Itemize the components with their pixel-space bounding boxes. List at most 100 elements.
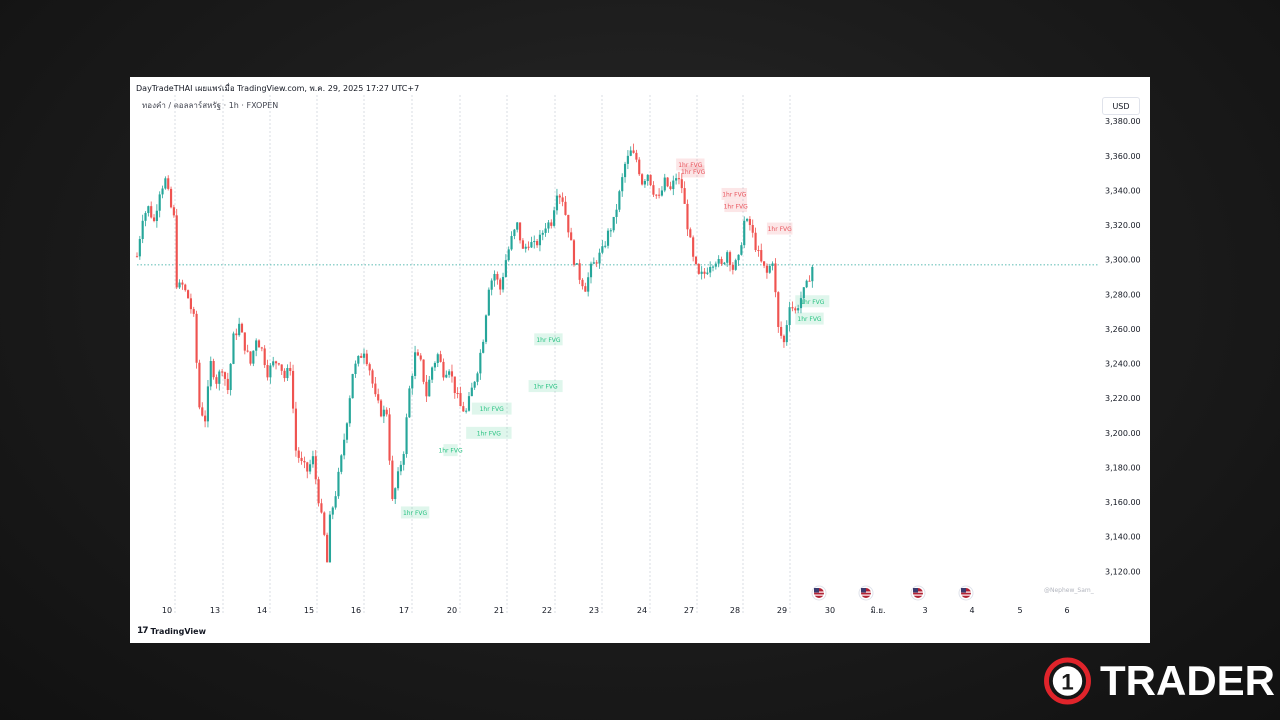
candle-body [547, 222, 550, 229]
us-flag-icon[interactable] [958, 585, 974, 601]
candle-body [260, 347, 263, 349]
candle-body [697, 264, 700, 274]
us-flag-icon[interactable] [858, 585, 874, 601]
candle-body [334, 496, 337, 508]
candle-body [135, 256, 139, 258]
candle-body [470, 387, 473, 397]
chart-panel: DayTradeTHAI เผยแพร่เมื่อ TradingView.co… [130, 77, 1150, 643]
symbol-info[interactable]: ทองคำ / ดอลลาร์สหรัฐ · 1h · FXOPEN [142, 101, 279, 110]
candle-body [189, 298, 192, 310]
candle-body [274, 361, 278, 364]
candle-body [652, 185, 655, 195]
candle-body [167, 178, 170, 189]
candle-body [212, 361, 215, 378]
candle-body [351, 373, 354, 399]
candle-body [192, 309, 195, 314]
candle-body [362, 353, 366, 358]
candle-body [155, 210, 158, 222]
candle-body [499, 279, 502, 290]
candle-body [524, 246, 527, 249]
candle-body [425, 381, 428, 397]
candle-body [745, 218, 749, 221]
y-tick-label: 3,320.00 [1105, 221, 1141, 230]
candle-body [422, 359, 425, 382]
candle-body [306, 462, 309, 472]
candle-body [658, 194, 661, 196]
y-tick-label: 3,240.00 [1105, 360, 1141, 369]
candle-body [487, 289, 490, 316]
candle-body [394, 488, 397, 500]
candle-body [587, 277, 590, 292]
fvg-zone [528, 380, 563, 393]
candle-body [521, 240, 524, 249]
candle-body [553, 210, 556, 226]
x-tick-label: 20 [447, 606, 457, 615]
x-tick-label: 23 [589, 606, 599, 615]
candle-body [740, 245, 743, 255]
candle-body [660, 190, 664, 196]
x-tick-label: 17 [399, 606, 409, 615]
candle-body [357, 355, 360, 364]
candle-body [638, 159, 641, 175]
candle-body [385, 409, 388, 415]
candle-body [320, 503, 323, 513]
candle-body [445, 374, 448, 378]
candle-body [799, 298, 803, 309]
candle-body [439, 354, 442, 362]
candle-body [595, 262, 598, 264]
candle-body [337, 471, 340, 497]
candle-body [482, 341, 485, 353]
y-axis: 3,380.00 3,360.00 3,340.00 3,320.00 3,300.00… [1105, 117, 1141, 576]
candle-body [643, 180, 646, 185]
candle-body [728, 252, 732, 265]
currency-button[interactable]: USD [1102, 97, 1140, 115]
candle-body [646, 174, 649, 181]
candle-body [465, 410, 468, 412]
candle-body [575, 263, 578, 265]
us-flag-icon[interactable] [811, 585, 827, 601]
candle-body [144, 213, 147, 221]
candle-body [164, 178, 167, 189]
candle-body [209, 361, 212, 387]
y-tick-label: 3,340.00 [1105, 186, 1141, 195]
us-flag-icon[interactable] [910, 585, 926, 601]
candle-body [555, 195, 559, 211]
fvg-zone [766, 222, 793, 235]
candle-body [541, 232, 544, 235]
candle-body [675, 178, 678, 181]
candle-body [717, 259, 720, 264]
candle-body [215, 377, 218, 384]
candle-body [300, 457, 303, 461]
x-axis: 10 13 14 15 16 17 20 21 22 23 24 27 28 29 30 มิ.ย. 3 4 5 6 [162, 606, 1070, 615]
candle-body [680, 179, 683, 189]
candle-body [615, 209, 618, 217]
candle-body [235, 333, 238, 336]
candle-body [198, 362, 201, 408]
candle-body [677, 178, 681, 180]
x-tick-label: 3 [922, 606, 927, 615]
candle-body [672, 180, 675, 190]
brand-number: 1 [1061, 669, 1073, 694]
candle-body [456, 393, 459, 395]
y-tick-label: 3,300.00 [1105, 256, 1141, 265]
fvg-zone [676, 158, 705, 171]
fvg-label: 1hr FVG [477, 430, 502, 437]
candle-body [419, 355, 422, 360]
candle-body [431, 367, 434, 380]
x-tick-label: 29 [777, 606, 787, 615]
fvg-zone [466, 426, 512, 439]
candle-body [723, 262, 726, 264]
candle-body [280, 364, 283, 371]
candle-body [141, 220, 144, 240]
tradingview-logo[interactable]: 17 TradingView [137, 626, 206, 636]
x-tick-label: 14 [257, 606, 267, 615]
candle-body [612, 216, 615, 231]
candle-body [433, 362, 437, 368]
fvg-label: 1hr FVG [797, 316, 822, 323]
candle-body [564, 201, 567, 215]
candle-body [714, 263, 717, 267]
candle-body [405, 417, 408, 455]
candle-body [195, 313, 198, 363]
y-tick-label: 3,360.00 [1105, 152, 1141, 161]
